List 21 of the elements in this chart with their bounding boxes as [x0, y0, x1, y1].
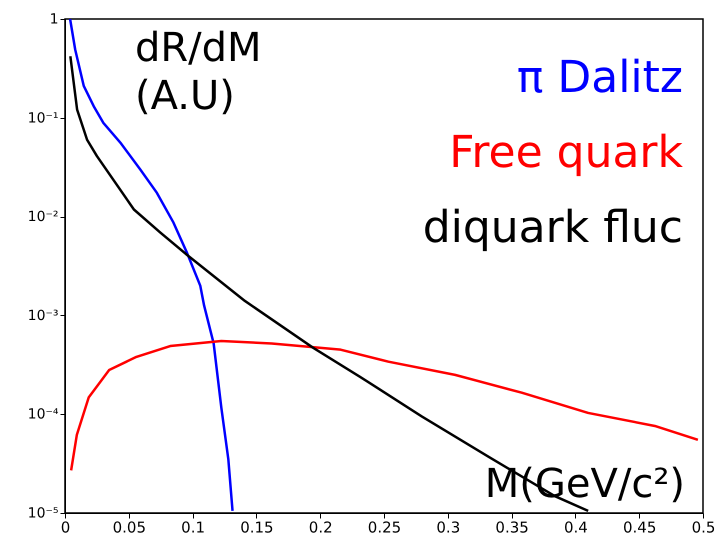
x-tick-label: 0.45 — [622, 518, 656, 533]
x-tick-label: 0.25 — [368, 518, 402, 533]
x-tick-label: 0.5 — [692, 518, 715, 533]
text: diquark fluc — [422, 202, 683, 253]
x-tick-label: 0.05 — [112, 518, 146, 533]
text: π Dalitz — [516, 52, 683, 103]
y-tick-label: 1 — [50, 12, 58, 28]
x-tick-label: 0.15 — [240, 518, 274, 533]
x-tick-label: 0.3 — [436, 518, 460, 533]
y-tick-label: 10⁻¹ — [28, 110, 58, 126]
x-tick-label: 0.4 — [564, 518, 588, 533]
y-tick-label: 10⁻³ — [28, 308, 58, 324]
x-tick-label: 0.1 — [181, 518, 206, 533]
x-tick-label: 0.35 — [495, 518, 529, 533]
y-axis-title: dR/dM (A.U) — [135, 25, 262, 119]
y-tick-label: 10⁻⁴ — [28, 406, 59, 423]
x-tick-label: 0.2 — [308, 518, 333, 533]
y-tick-label: 10⁻⁵ — [28, 506, 58, 522]
text: Free quark — [449, 127, 684, 178]
y-tick-label: 10⁻² — [28, 209, 58, 226]
x-tick-label: 0 — [60, 518, 70, 533]
